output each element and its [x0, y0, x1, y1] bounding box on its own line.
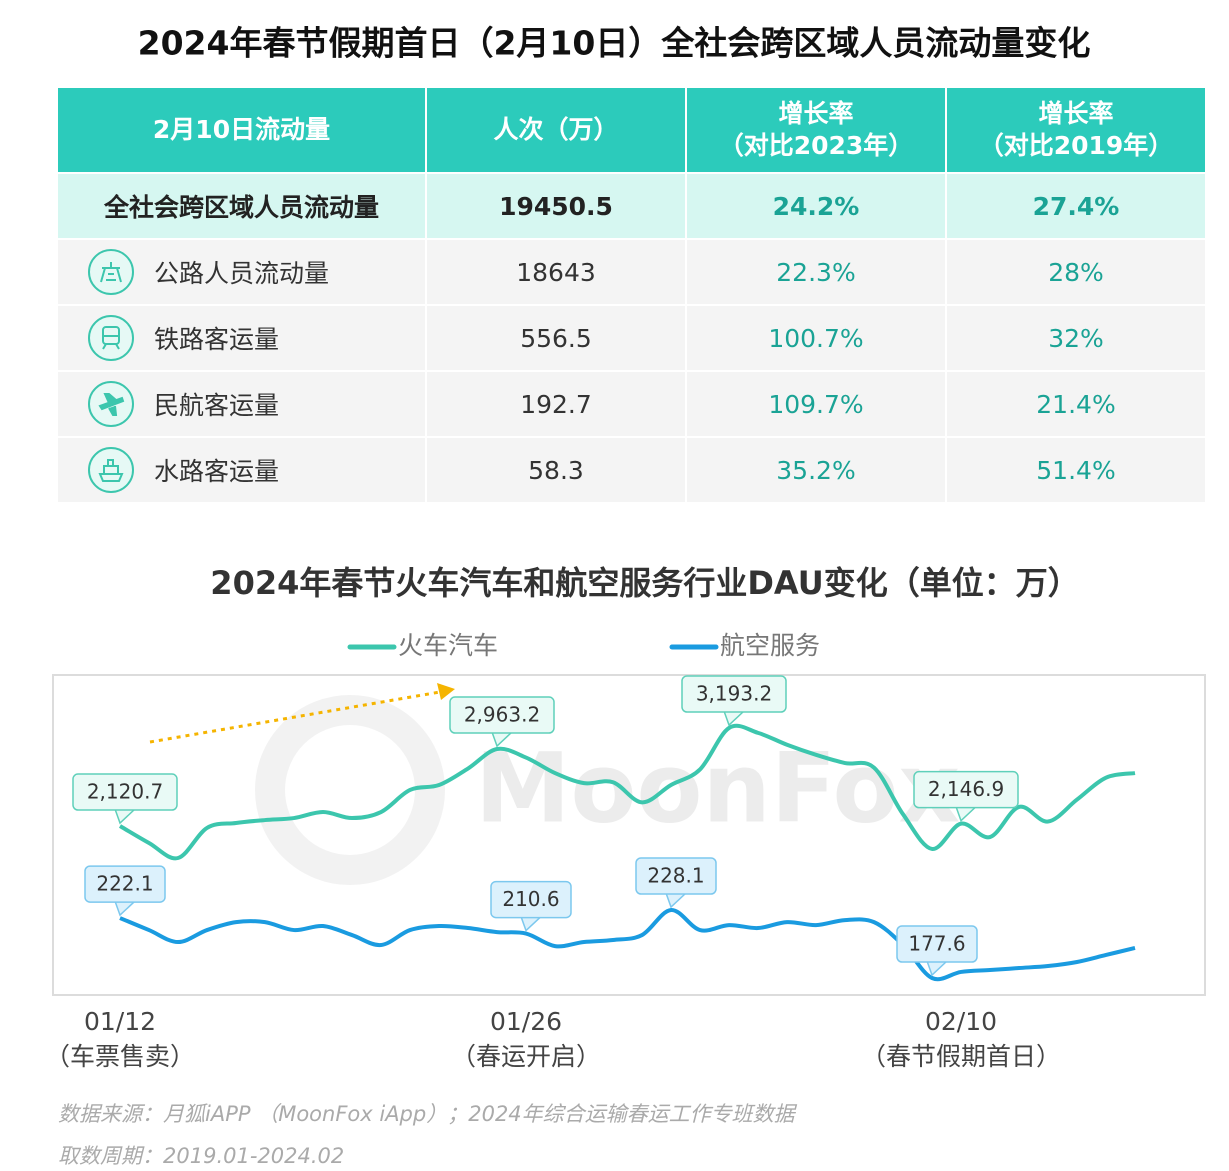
line-series	[119, 908, 1136, 982]
row-label: 铁路客运量	[154, 325, 280, 354]
x-tick-note: （春节假期首日）	[861, 1042, 1061, 1071]
cell-value: 22.3%	[776, 257, 856, 287]
value-cell: 19450.5	[427, 174, 685, 238]
line-series	[118, 723, 1136, 861]
callout-box	[681, 675, 787, 713]
value-cell: 35.2%	[687, 438, 945, 502]
cell-value: 556.5	[520, 323, 592, 353]
callout-box	[913, 770, 1019, 809]
row-label: 民航客运量	[154, 391, 280, 420]
value-cell: 27.4%	[947, 174, 1205, 238]
header-cell: 2月10日流动量	[58, 88, 425, 172]
watermark: MoonFox	[475, 732, 960, 844]
cell-value: 100.7%	[768, 323, 864, 353]
cell-value: 35.2%	[776, 455, 856, 485]
value-cell: 192.7	[427, 372, 685, 436]
row-label: 水路客运量	[154, 457, 280, 486]
data-label: 2,963.2	[464, 703, 540, 727]
header-cell: 增长率 （对比2019年）	[947, 88, 1205, 172]
cell-value: 28%	[1048, 257, 1104, 287]
value-cell: 58.3	[427, 438, 685, 502]
callout-box	[490, 880, 572, 919]
x-tick-label: 01/12	[84, 1007, 156, 1036]
header-text: （对比2019年）	[978, 131, 1174, 160]
cell-value: 24.2%	[772, 191, 860, 221]
data-table: 2月10日流动量 人次（万） 增长率 （对比2023年） 增长率 （对比2019年） 全社会…	[58, 88, 1205, 502]
callout-box	[72, 773, 178, 811]
value-cell: 18643	[427, 240, 685, 304]
row-label-cell: 全社会跨区域人员流动量	[58, 174, 425, 238]
value-cell: 24.2%	[687, 174, 945, 238]
row-label-cell: 民航客运量	[58, 372, 425, 436]
cell-value: 18643	[516, 257, 596, 287]
row-label-cell: 铁路客运量	[58, 306, 425, 370]
row-label-cell: 水路客运量	[58, 438, 425, 502]
table-title: 2024年春节假期首日（2月10日）全社会跨区域人员流动量变化	[138, 24, 1091, 63]
cell-value: 27.4%	[1032, 191, 1120, 221]
row-label-cell: 公路人员流动量	[58, 240, 425, 304]
row-label: 公路人员流动量	[154, 259, 330, 288]
row-icon	[88, 447, 134, 493]
row-icon	[88, 381, 134, 427]
header-text: 人次（万）	[493, 115, 619, 144]
data-label: 177.6	[908, 932, 965, 956]
header-text: 增长率	[1038, 99, 1114, 128]
header-text: 增长率	[778, 99, 854, 128]
value-cell: 21.4%	[947, 372, 1205, 436]
data-label: 2,120.7	[87, 780, 163, 804]
data-label: 222.1	[96, 872, 153, 896]
chart-title: 2024年春节火车汽车和航空服务行业DAU变化（单位：万）	[210, 564, 1079, 602]
data-label: 210.6	[502, 887, 559, 911]
value-cell: 22.3%	[687, 240, 945, 304]
value-cell: 28%	[947, 240, 1205, 304]
callout-box	[896, 925, 978, 963]
plot-frame	[52, 674, 1206, 996]
callout-box	[635, 857, 717, 895]
period-note: 取数周期：2019.01-2024.02	[58, 1144, 344, 1168]
value-cell: 51.4%	[947, 438, 1205, 502]
value-cell: 100.7%	[687, 306, 945, 370]
trend-arrowhead	[437, 683, 455, 700]
legend-label: 航空服务	[720, 631, 820, 660]
row-label: 全社会跨区域人员流动量	[103, 193, 379, 222]
row-icon	[88, 249, 134, 295]
cell-value: 19450.5	[499, 191, 613, 221]
row-icon	[88, 315, 134, 361]
watermark-logo	[255, 695, 445, 885]
value-cell: 32%	[947, 306, 1205, 370]
callout-box	[84, 865, 166, 903]
header-cell: 人次（万）	[427, 88, 685, 172]
header-text: （对比2023年）	[718, 131, 914, 160]
callout-box	[449, 696, 555, 734]
header-text: 2月10日流动量	[152, 115, 331, 144]
data-label: 2,146.9	[928, 777, 1004, 801]
trend-arrow	[149, 690, 441, 744]
data-label: 3,193.2	[696, 682, 772, 706]
legend-label: 火车汽车	[398, 631, 498, 660]
cell-value: 58.3	[528, 455, 584, 485]
value-cell: 109.7%	[687, 372, 945, 436]
cell-value: 51.4%	[1036, 455, 1116, 485]
source-note: 数据来源：月狐iAPP （MoonFox iApp）；2024年综合运输春运工作…	[58, 1102, 798, 1126]
value-cell: 556.5	[427, 306, 685, 370]
x-tick-label: 01/26	[490, 1007, 562, 1036]
cell-value: 32%	[1048, 323, 1104, 353]
x-tick-note: （春运开启）	[451, 1042, 601, 1071]
cell-value: 192.7	[520, 389, 592, 419]
header-cell: 增长率 （对比2023年）	[687, 88, 945, 172]
cell-value: 21.4%	[1036, 389, 1116, 419]
x-tick-label: 02/10	[925, 1007, 997, 1036]
cell-value: 109.7%	[768, 389, 864, 419]
x-tick-note: （车票售卖）	[45, 1042, 195, 1071]
data-label: 228.1	[647, 864, 704, 888]
